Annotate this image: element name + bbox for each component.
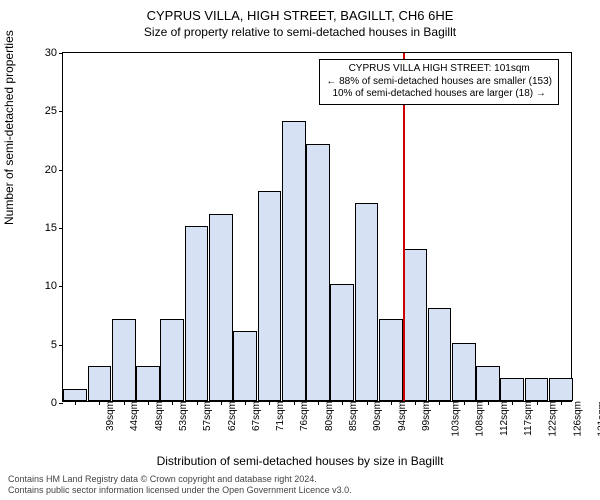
x-tick-label: 39sqm	[105, 401, 116, 431]
annotation-box: CYPRUS VILLA HIGH STREET: 101sqm← 88% of…	[319, 59, 559, 105]
y-tick-mark	[59, 228, 63, 229]
y-tick-label: 5	[51, 339, 57, 351]
x-tick-label: 62sqm	[227, 401, 238, 431]
x-tick-label: 90sqm	[372, 401, 383, 431]
histogram-bar	[355, 203, 379, 401]
x-tick-label: 103sqm	[451, 401, 462, 437]
x-tick-mark	[197, 401, 198, 405]
x-tick-mark	[99, 401, 100, 405]
histogram-bar	[403, 249, 427, 401]
footer-line1: Contains HM Land Registry data © Crown c…	[8, 474, 352, 485]
y-tick-label: 15	[45, 222, 57, 234]
histogram-bar	[525, 378, 549, 401]
x-tick-mark	[245, 401, 246, 405]
y-tick-mark	[59, 345, 63, 346]
x-tick-mark	[464, 401, 465, 405]
x-tick-label: 57sqm	[202, 401, 213, 431]
x-tick-label: 122sqm	[548, 401, 559, 437]
histogram-bar	[136, 366, 160, 401]
y-tick-mark	[59, 286, 63, 287]
x-tick-mark	[269, 401, 270, 405]
y-axis-label: Number of semi-detached properties	[2, 30, 16, 225]
chart-container: CYPRUS VILLA, HIGH STREET, BAGILLT, CH6 …	[0, 0, 600, 500]
x-tick-label: 44sqm	[129, 401, 140, 431]
annotation-line: ← 88% of semi-detached houses are smalle…	[326, 76, 552, 89]
x-tick-label: 131sqm	[596, 401, 600, 437]
histogram-bar	[209, 214, 233, 401]
x-tick-mark	[391, 401, 392, 405]
x-tick-label: 117sqm	[523, 401, 534, 436]
histogram-bar	[282, 121, 306, 401]
x-tick-label: 48sqm	[154, 401, 165, 431]
x-tick-label: 67sqm	[251, 401, 262, 431]
reference-line	[403, 53, 405, 401]
chart-title: CYPRUS VILLA, HIGH STREET, BAGILLT, CH6 …	[0, 0, 600, 23]
x-tick-label: 108sqm	[475, 401, 486, 437]
histogram-bar	[476, 366, 500, 401]
x-tick-label: 53sqm	[178, 401, 189, 431]
annotation-line: 10% of semi-detached houses are larger (…	[326, 88, 552, 101]
histogram-bar	[63, 389, 87, 401]
x-tick-label: 80sqm	[324, 401, 335, 431]
x-tick-mark	[537, 401, 538, 405]
histogram-bar	[112, 319, 136, 401]
x-tick-mark	[221, 401, 222, 405]
histogram-bar	[330, 284, 354, 401]
y-tick-mark	[59, 53, 63, 54]
histogram-bar	[88, 366, 112, 401]
histogram-bar	[549, 378, 573, 401]
attribution-footer: Contains HM Land Registry data © Crown c…	[8, 474, 352, 496]
x-tick-mark	[488, 401, 489, 405]
x-tick-mark	[318, 401, 319, 405]
x-tick-mark	[294, 401, 295, 405]
histogram-bar	[379, 319, 403, 401]
histogram-bar	[258, 191, 282, 401]
y-tick-mark	[59, 403, 63, 404]
y-tick-label: 25	[45, 105, 57, 117]
plot-area: 05101520253039sqm44sqm48sqm53sqm57sqm62s…	[62, 52, 572, 402]
x-tick-mark	[439, 401, 440, 405]
y-tick-label: 0	[51, 397, 57, 409]
x-tick-mark	[367, 401, 368, 405]
annotation-line: CYPRUS VILLA HIGH STREET: 101sqm	[326, 63, 552, 76]
x-tick-label: 99sqm	[421, 401, 432, 431]
y-tick-mark	[59, 111, 63, 112]
histogram-bar	[500, 378, 524, 401]
x-tick-label: 94sqm	[397, 401, 408, 431]
histogram-bar	[306, 144, 330, 401]
y-tick-label: 20	[45, 164, 57, 176]
x-tick-label: 85sqm	[348, 401, 359, 431]
x-tick-mark	[148, 401, 149, 405]
x-axis-label: Distribution of semi-detached houses by …	[0, 454, 600, 468]
x-tick-label: 76sqm	[299, 401, 310, 431]
x-tick-label: 126sqm	[572, 401, 583, 437]
x-tick-mark	[172, 401, 173, 405]
x-tick-mark	[415, 401, 416, 405]
x-tick-label: 71sqm	[275, 401, 286, 431]
histogram-bar	[185, 226, 209, 401]
histogram-bar	[160, 319, 184, 401]
x-tick-mark	[342, 401, 343, 405]
histogram-bar	[233, 331, 257, 401]
x-tick-mark	[124, 401, 125, 405]
x-tick-mark	[561, 401, 562, 405]
x-tick-mark	[75, 401, 76, 405]
y-tick-label: 30	[45, 47, 57, 59]
x-tick-label: 112sqm	[499, 401, 510, 436]
histogram-bar	[452, 343, 476, 401]
footer-line2: Contains public sector information licen…	[8, 485, 352, 496]
chart-subtitle: Size of property relative to semi-detach…	[0, 23, 600, 39]
y-tick-mark	[59, 170, 63, 171]
histogram-bar	[428, 308, 452, 401]
x-tick-mark	[512, 401, 513, 405]
y-tick-label: 10	[45, 280, 57, 292]
